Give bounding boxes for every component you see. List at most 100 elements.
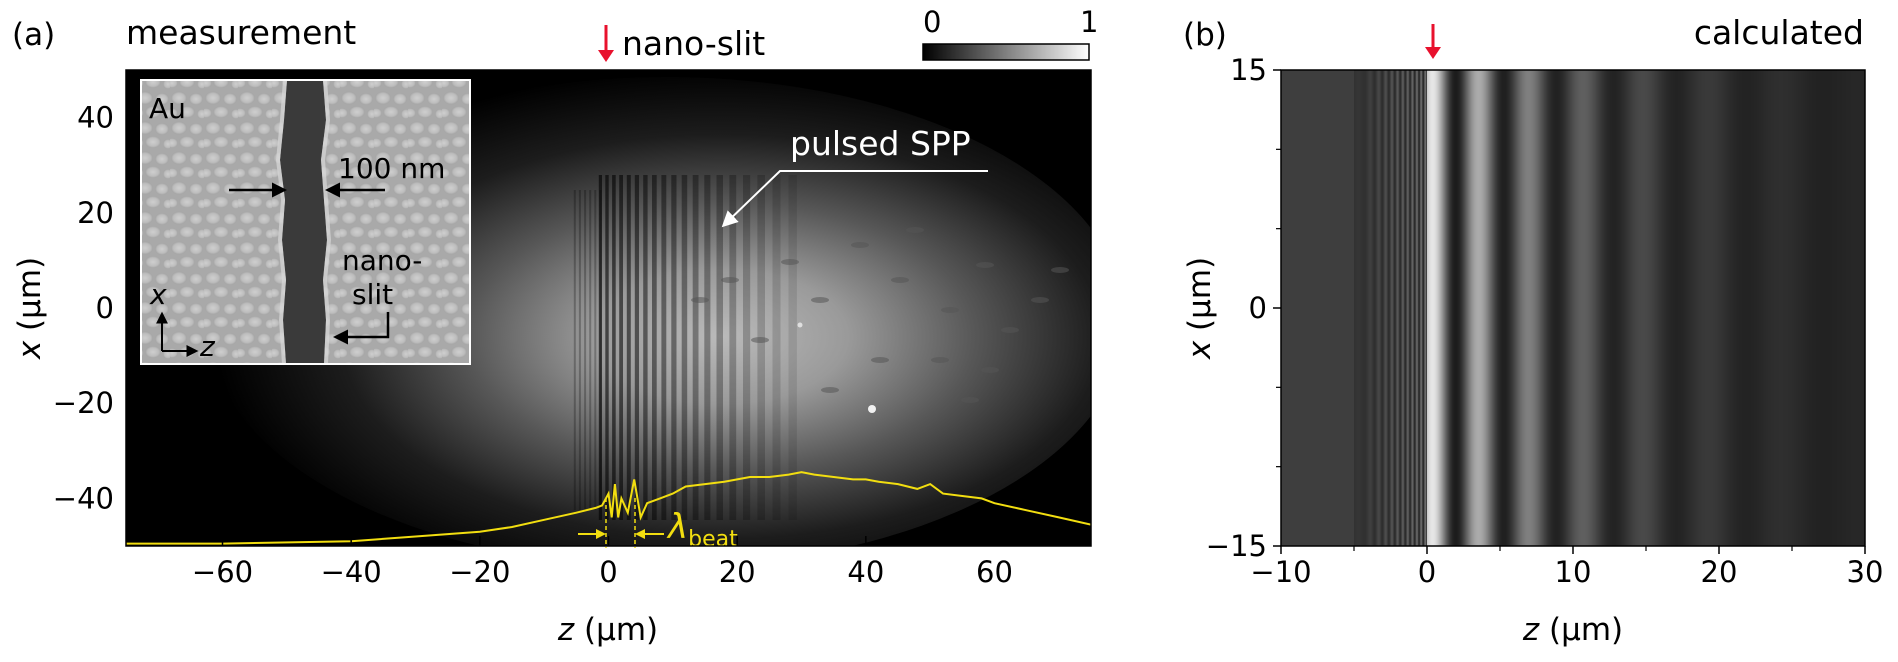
calc-stripe bbox=[1780, 70, 1782, 546]
calc-stripe bbox=[1660, 70, 1662, 546]
calc-stripe bbox=[1803, 70, 1805, 546]
calc-stripe bbox=[1291, 70, 1293, 546]
calc-stripe bbox=[1779, 70, 1781, 546]
calc-stripe bbox=[1289, 70, 1291, 546]
calc-stripe bbox=[1703, 70, 1705, 546]
calc-stripe bbox=[1564, 70, 1566, 546]
calc-stripe bbox=[1710, 70, 1712, 546]
calc-stripe bbox=[1405, 70, 1407, 546]
calc-stripe bbox=[1425, 70, 1427, 546]
calc-stripe bbox=[1506, 70, 1508, 546]
calc-stripe bbox=[1787, 70, 1789, 546]
calc-stripe bbox=[1796, 70, 1798, 546]
calc-stripe bbox=[1599, 70, 1601, 546]
measurement-fringes bbox=[573, 175, 797, 520]
calc-stripe bbox=[1310, 70, 1312, 546]
calc-stripe bbox=[1701, 70, 1703, 546]
calc-stripe bbox=[1651, 70, 1653, 546]
calc-stripe bbox=[1520, 70, 1522, 546]
calc-stripe bbox=[1378, 70, 1380, 546]
calc-stripe bbox=[1619, 70, 1621, 546]
calc-stripe bbox=[1446, 70, 1448, 546]
calc-stripe bbox=[1533, 70, 1535, 546]
calc-stripe bbox=[1674, 70, 1676, 546]
calc-stripe bbox=[1440, 70, 1442, 546]
inset-slit-label-2: slit bbox=[352, 278, 393, 311]
calc-stripe bbox=[1399, 70, 1401, 546]
calc-stripe bbox=[1549, 70, 1551, 546]
fringe-dark-band bbox=[704, 175, 711, 520]
calc-stripe bbox=[1631, 70, 1633, 546]
calc-stripe bbox=[1684, 70, 1686, 546]
calc-stripe bbox=[1835, 70, 1837, 546]
calc-stripe bbox=[1673, 70, 1675, 546]
calc-stripe bbox=[1521, 70, 1523, 546]
calc-stripe bbox=[1575, 70, 1577, 546]
panel-a-axis-ticks: −60 −40 −20 0 20 40 60 40 20 0 −20 −40 bbox=[53, 101, 1013, 589]
calc-stripe bbox=[1562, 70, 1564, 546]
calc-stripe bbox=[1565, 70, 1567, 546]
calc-stripe bbox=[1707, 70, 1709, 546]
calc-stripe bbox=[1468, 70, 1470, 546]
calc-stripe bbox=[1748, 70, 1750, 546]
calc-stripe bbox=[1508, 70, 1510, 546]
calc-stripe bbox=[1844, 70, 1846, 546]
calc-stripe bbox=[1370, 70, 1372, 546]
calc-stripe bbox=[1400, 70, 1402, 546]
calc-stripe bbox=[1445, 70, 1447, 546]
pulsed-spp-label: pulsed SPP bbox=[790, 124, 971, 163]
calc-stripe bbox=[1373, 70, 1375, 546]
inset-material-label: Au bbox=[149, 92, 186, 125]
panel-a-label: (a) bbox=[12, 17, 55, 53]
calc-stripe bbox=[1745, 70, 1747, 546]
y-tick-label: 40 bbox=[77, 101, 114, 135]
calc-stripe bbox=[1633, 70, 1635, 546]
calc-stripe bbox=[1436, 70, 1438, 546]
fringe-dark-band bbox=[643, 175, 648, 520]
x-tick-label: 40 bbox=[847, 555, 884, 589]
calc-stripe bbox=[1337, 70, 1339, 546]
beat-symbol: λ bbox=[666, 507, 688, 547]
calc-stripe bbox=[1769, 70, 1771, 546]
calc-stripe bbox=[1577, 70, 1579, 546]
calc-stripe bbox=[1820, 70, 1822, 546]
calc-stripe bbox=[1828, 70, 1830, 546]
calc-stripe bbox=[1654, 70, 1656, 546]
calc-stripe bbox=[1395, 70, 1397, 546]
calc-stripe bbox=[1487, 70, 1489, 546]
calc-stripe bbox=[1643, 70, 1645, 546]
calc-stripe bbox=[1345, 70, 1347, 546]
calc-stripe bbox=[1655, 70, 1657, 546]
calc-stripe bbox=[1693, 70, 1695, 546]
intensity-profile-line bbox=[126, 471, 1091, 545]
calc-stripe bbox=[1437, 70, 1439, 546]
colorbar-min-label: 0 bbox=[923, 5, 941, 39]
calc-stripe bbox=[1330, 70, 1332, 546]
calc-stripe bbox=[1568, 70, 1570, 546]
calc-stripe bbox=[1475, 70, 1477, 546]
calc-stripe bbox=[1597, 70, 1599, 546]
fringe-dark-band bbox=[594, 190, 597, 510]
panel-b-xlabel-var: z bbox=[1522, 612, 1540, 648]
calc-stripe bbox=[1727, 70, 1729, 546]
calc-stripe bbox=[1808, 70, 1810, 546]
calc-stripe bbox=[1350, 70, 1352, 546]
calc-stripe bbox=[1641, 70, 1643, 546]
calc-stripe bbox=[1404, 70, 1406, 546]
calc-stripe bbox=[1742, 70, 1744, 546]
calc-stripe bbox=[1358, 70, 1360, 546]
fringe-dark-band bbox=[626, 175, 631, 520]
calc-stripe bbox=[1628, 70, 1630, 546]
fringe-dark-band bbox=[671, 175, 677, 520]
calc-stripe bbox=[1553, 70, 1555, 546]
calc-stripe bbox=[1335, 70, 1337, 546]
calc-stripe bbox=[1493, 70, 1495, 546]
calc-stripe bbox=[1513, 70, 1515, 546]
fringe-dark-band bbox=[599, 190, 602, 510]
speckle bbox=[871, 357, 889, 363]
calc-stripe bbox=[1698, 70, 1700, 546]
calc-stripe bbox=[1290, 70, 1292, 546]
colorbar-max-label: 1 bbox=[1080, 5, 1098, 39]
calc-stripe bbox=[1592, 70, 1594, 546]
calc-stripe bbox=[1298, 70, 1300, 546]
